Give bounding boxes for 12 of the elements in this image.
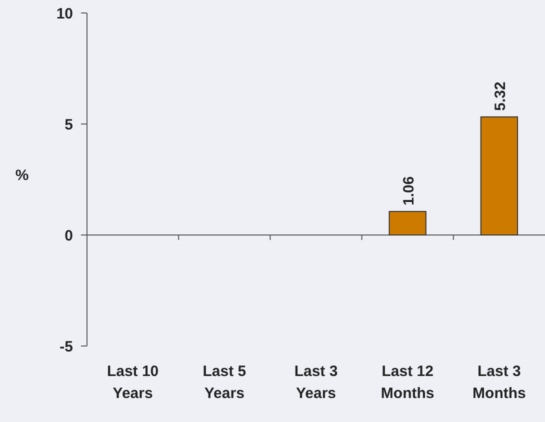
x-tick-label: Last 3 Years [294, 363, 338, 402]
x-tick-label: Last 10 Years [106, 363, 159, 402]
y-tick-label: 0 [64, 227, 73, 244]
y-tick-label: 10 [56, 5, 73, 22]
y-tick-label: 5 [64, 116, 73, 134]
x-tick-label: Last 3 Months [472, 363, 526, 402]
x-tick-label: Last 5 Years [202, 363, 246, 402]
x-tick-label: Last 12 Months [380, 363, 434, 402]
data-label: 5.32 [492, 82, 510, 111]
data-label: 1.06 [400, 176, 418, 206]
y-axis-title: % [15, 167, 29, 184]
y-tick-label: -5 [60, 338, 73, 356]
